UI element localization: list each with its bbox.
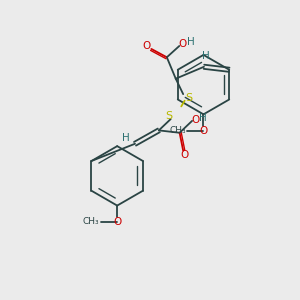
Text: O: O (142, 41, 150, 51)
Text: CH₃: CH₃ (169, 126, 186, 135)
Text: H: H (122, 133, 130, 143)
Text: O: O (200, 126, 208, 136)
Text: O: O (180, 150, 188, 161)
Text: H: H (187, 38, 195, 47)
Text: H: H (202, 51, 210, 62)
Text: CH₃: CH₃ (83, 218, 99, 226)
Text: O: O (179, 39, 187, 49)
Text: S: S (185, 93, 192, 103)
Text: O: O (113, 217, 121, 227)
Text: H: H (199, 113, 207, 123)
Text: O: O (191, 115, 199, 125)
Text: S: S (165, 111, 172, 121)
